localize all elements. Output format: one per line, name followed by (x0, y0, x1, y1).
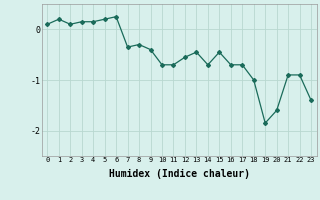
X-axis label: Humidex (Indice chaleur): Humidex (Indice chaleur) (109, 169, 250, 179)
